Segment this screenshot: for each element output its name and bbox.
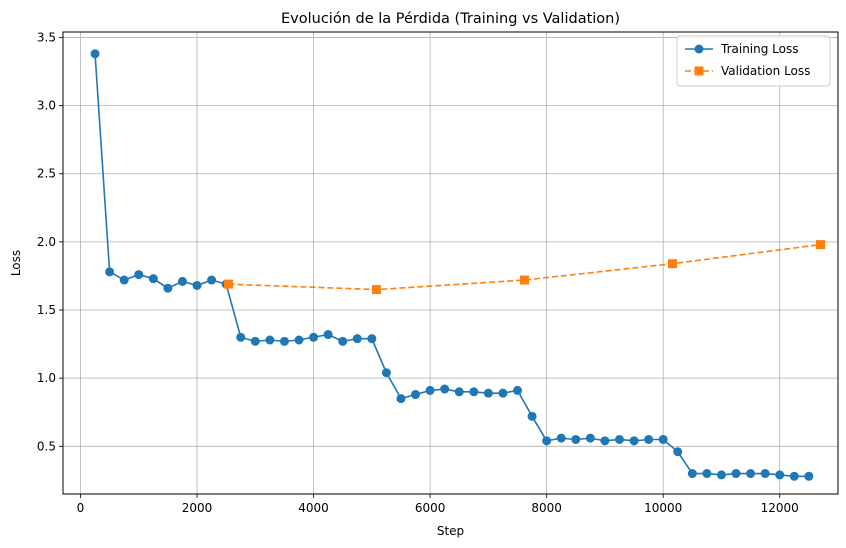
- training-loss-point: [731, 469, 741, 479]
- validation-loss-point: [520, 275, 530, 285]
- training-loss-legend-label: Training Loss: [720, 42, 798, 56]
- training-loss-point: [702, 469, 712, 479]
- series-layer: [90, 49, 826, 481]
- validation-loss-point: [668, 259, 678, 269]
- training-loss-point: [396, 394, 406, 404]
- x-tick-label: 0: [77, 501, 85, 515]
- training-loss-point: [644, 434, 654, 444]
- training-loss-point: [804, 471, 814, 481]
- validation-loss-point: [816, 240, 826, 250]
- validation-loss-point: [223, 279, 233, 289]
- validation-loss-line: [228, 243, 821, 291]
- training-loss-point: [658, 434, 668, 444]
- y-tick-label: 0.5: [37, 439, 56, 453]
- training-loss-point: [673, 447, 683, 457]
- training-loss-point: [513, 385, 523, 395]
- training-loss-point: [483, 388, 493, 398]
- y-tick-label: 2.5: [37, 167, 56, 181]
- validation-loss-legend-marker: [694, 66, 704, 76]
- x-tick-label: 4000: [298, 501, 329, 515]
- legend-frame: [676, 35, 831, 87]
- training-loss-point: [105, 267, 115, 277]
- training-loss-point: [600, 436, 610, 446]
- training-loss-point: [760, 469, 770, 479]
- x-axis-title: Step: [437, 524, 464, 538]
- training-loss-point: [571, 434, 581, 444]
- y-tick-label: 2.0: [37, 235, 56, 249]
- training-loss-point: [367, 334, 377, 344]
- y-tick-label: 3.5: [37, 30, 56, 44]
- training-loss-point: [90, 49, 100, 59]
- training-loss-point: [775, 470, 785, 480]
- training-loss-point: [338, 336, 348, 346]
- plot-background: [63, 32, 838, 494]
- training-loss-point: [352, 334, 362, 344]
- training-loss-point: [192, 280, 202, 290]
- training-loss-point: [498, 388, 508, 398]
- training-loss-point: [163, 283, 173, 293]
- x-tick-label: 2000: [182, 501, 213, 515]
- training-loss-point: [265, 335, 275, 345]
- training-loss-point: [789, 471, 799, 481]
- x-tick-label: 6000: [415, 501, 446, 515]
- training-loss-point: [381, 368, 391, 378]
- validation-loss-legend-label: Validation Loss: [721, 64, 810, 78]
- validation-loss-point: [371, 285, 381, 295]
- y-axis-title: Loss: [9, 250, 23, 276]
- axis-ticks: 0 2000 4000 6000 8000 10000 12000 0.5 1.0 1.5 2.0 2…: [37, 30, 799, 515]
- training-loss-point: [629, 436, 639, 446]
- validation-loss-series: [223, 240, 826, 295]
- training-loss-point: [279, 336, 289, 346]
- training-loss-point: [542, 436, 552, 446]
- x-tick-label: 10000: [644, 501, 682, 515]
- plot-frame: [62, 31, 839, 495]
- training-loss-point: [440, 384, 450, 394]
- training-loss-point: [454, 387, 464, 397]
- y-tick-label: 1.5: [37, 303, 56, 317]
- training-loss-point: [148, 274, 158, 284]
- training-loss-point: [687, 469, 697, 479]
- training-loss-point: [585, 433, 595, 443]
- training-loss-point: [425, 385, 435, 395]
- training-loss-point: [469, 387, 479, 397]
- training-loss-point: [119, 275, 129, 285]
- training-loss-point: [177, 276, 187, 286]
- training-loss-point: [527, 411, 537, 421]
- training-loss-point: [207, 275, 217, 285]
- training-loss-point: [250, 336, 260, 346]
- chart-title: Evolución de la Pérdida (Training vs Val…: [281, 11, 620, 27]
- training-loss-series: [90, 49, 814, 481]
- training-loss-legend-marker: [694, 44, 704, 54]
- training-loss-point: [294, 335, 304, 345]
- x-tick-label: 8000: [531, 501, 562, 515]
- training-loss-point: [323, 330, 333, 340]
- training-loss-point: [614, 434, 624, 444]
- training-loss-point: [236, 332, 246, 342]
- training-loss-point: [309, 332, 319, 342]
- training-loss-point: [556, 433, 566, 443]
- training-loss-point: [134, 270, 144, 280]
- training-loss-point: [411, 390, 421, 400]
- training-loss-point: [746, 469, 756, 479]
- training-loss-point: [716, 470, 726, 480]
- legend: Training Loss Validation Loss: [676, 35, 831, 87]
- y-tick-label: 1.0: [37, 371, 56, 385]
- y-tick-label: 3.0: [37, 99, 56, 113]
- x-tick-label: 12000: [761, 501, 799, 515]
